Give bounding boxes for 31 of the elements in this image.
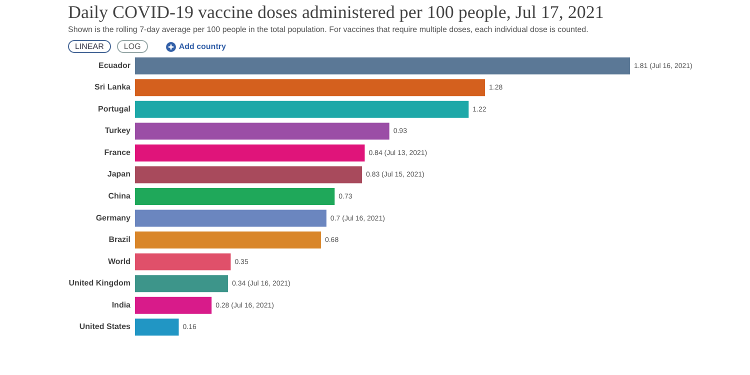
- text: Add country: [178, 42, 226, 51]
- y-tick-label: World: [108, 256, 131, 266]
- bar: [135, 275, 228, 292]
- y-tick-label: Brazil: [108, 235, 130, 244]
- bar: [135, 166, 362, 184]
- chart-subtitle: Shown is the rolling 7-day average per 100 people in the total population. For vaccines that require multiple doses, each individual dose is counted.: [68, 25, 590, 35]
- bar: [135, 144, 365, 162]
- y-tick-label: Japan: [107, 170, 131, 179]
- text: LINEAR: [68, 40, 111, 53]
- y-tick-label: China: [108, 192, 132, 200]
- y-tick-label: Sri Lanka: [94, 82, 132, 92]
- bar: [135, 232, 321, 249]
- bar: [135, 79, 486, 96]
- bar: [135, 318, 179, 336]
- y-tick-label: Ecuador: [98, 60, 130, 70]
- y-tick-label: Portugal: [98, 104, 130, 114]
- y-tick-label: India: [112, 300, 132, 310]
- y-tick-label: United States: [79, 322, 132, 332]
- y-tick-label: France: [104, 148, 132, 157]
- y-tick-label: United Kingdom: [68, 278, 130, 288]
- bar: [135, 122, 390, 140]
- text: LOG: [116, 40, 148, 53]
- bar: [135, 57, 630, 74]
- bar: [135, 296, 212, 314]
- bar: [135, 188, 335, 205]
- chart-title: Daily COVID-19 vaccine doses administered per 100 people, Jul 17, 2021: [68, 2, 605, 23]
- bar: [135, 253, 231, 270]
- y-tick-label: Turkey: [104, 126, 132, 136]
- bar: [135, 210, 326, 227]
- y-tick-label: Germany: [96, 213, 132, 222]
- bar: [135, 100, 469, 118]
